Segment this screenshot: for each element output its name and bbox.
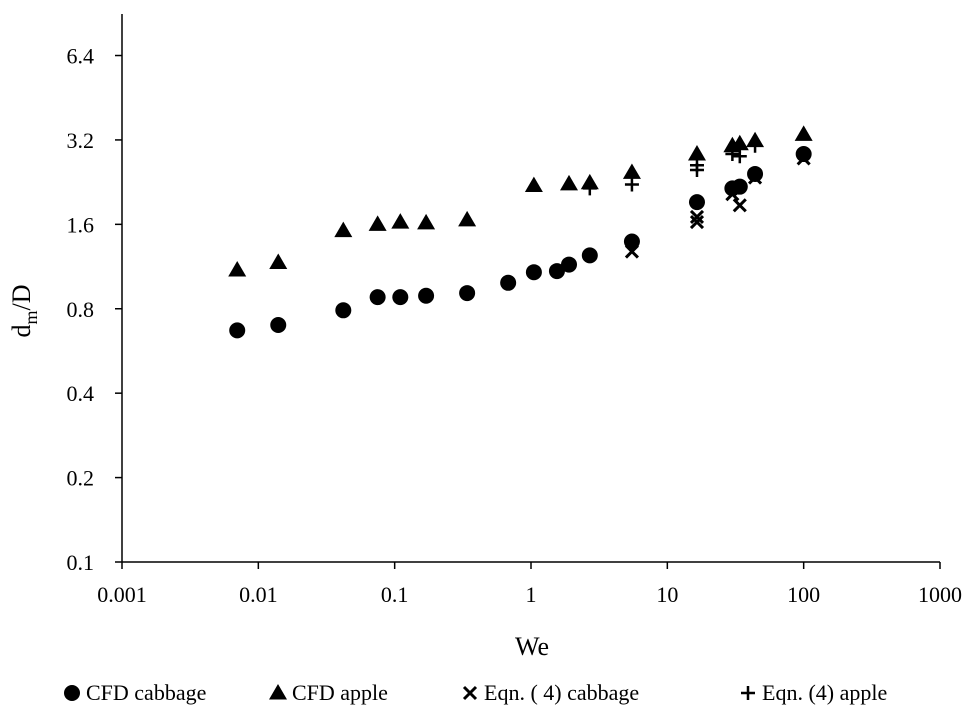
data-point bbox=[725, 187, 740, 202]
x-tick-label: 100 bbox=[787, 582, 820, 607]
data-point bbox=[794, 125, 813, 141]
legend-item: CFD cabbage bbox=[64, 680, 206, 705]
data-point bbox=[500, 274, 517, 291]
data-point bbox=[624, 244, 639, 259]
legend-item: Eqn. (4) apple bbox=[741, 680, 887, 705]
x-tick-label: 10 bbox=[656, 582, 678, 607]
y-tick-label: 1.6 bbox=[67, 212, 95, 237]
y-tick-label: 0.2 bbox=[67, 466, 95, 491]
data-point bbox=[229, 322, 246, 339]
data-point bbox=[561, 256, 578, 273]
series-0 bbox=[229, 146, 812, 339]
data-point bbox=[581, 247, 598, 264]
y-tick-label: 0.8 bbox=[67, 297, 95, 322]
data-point bbox=[369, 289, 386, 306]
data-point bbox=[228, 260, 247, 277]
data-point bbox=[334, 221, 353, 238]
data-point bbox=[730, 134, 749, 151]
y-axis-title: dm/D bbox=[7, 284, 41, 337]
series-1 bbox=[228, 125, 813, 277]
data-point bbox=[732, 149, 747, 164]
data-point bbox=[524, 176, 543, 193]
data-point bbox=[270, 317, 287, 334]
data-point bbox=[624, 177, 639, 192]
data-point bbox=[747, 170, 763, 185]
data-point bbox=[689, 215, 705, 230]
data-point bbox=[391, 213, 410, 229]
legend-label: CFD cabbage bbox=[86, 680, 206, 705]
legend-label: Eqn. ( 4) cabbage bbox=[484, 680, 639, 705]
data-point bbox=[795, 146, 812, 163]
legend-marker bbox=[462, 685, 478, 701]
data-point bbox=[269, 253, 288, 269]
y-axis-title-subscript: m bbox=[21, 310, 41, 324]
y-tick-label: 3.2 bbox=[67, 128, 95, 153]
x-tick-label: 0.01 bbox=[239, 582, 278, 607]
data-point bbox=[525, 264, 542, 281]
x-tick-label: 0.001 bbox=[97, 582, 147, 607]
data-point bbox=[747, 165, 764, 182]
series-3 bbox=[582, 138, 763, 196]
x-tick-label: 1000 bbox=[918, 582, 962, 607]
legend-marker bbox=[269, 684, 287, 700]
data-point bbox=[689, 209, 705, 225]
data-point bbox=[458, 210, 477, 227]
data-point bbox=[687, 145, 706, 161]
data-point bbox=[748, 138, 763, 153]
x-tick-label: 0.1 bbox=[381, 582, 409, 607]
y-tick-label: 0.1 bbox=[67, 550, 95, 575]
x-axis-title: We bbox=[515, 632, 549, 661]
x-tick-label: 1 bbox=[526, 582, 537, 607]
y-tick-label: 6.4 bbox=[67, 44, 95, 69]
y-axis-title-tail: /D bbox=[7, 284, 36, 310]
data-point bbox=[688, 194, 705, 211]
y-tick-label: 0.4 bbox=[67, 381, 95, 406]
x-axis-ticks: 0.001 0.01 0.1 1 10 100 1000 bbox=[97, 562, 962, 607]
data-point bbox=[459, 285, 476, 302]
legend-label: Eqn. (4) apple bbox=[762, 680, 887, 705]
series-2 bbox=[624, 151, 811, 259]
data-point bbox=[368, 215, 387, 231]
legend: CFD cabbage CFD apple Eqn. ( 4) cabbage Eqn… bbox=[64, 680, 887, 705]
data-point bbox=[417, 213, 436, 230]
legend-item: Eqn. ( 4) cabbage bbox=[462, 680, 639, 705]
data-points bbox=[228, 125, 813, 339]
data-point bbox=[335, 302, 352, 319]
data-point bbox=[725, 147, 740, 162]
data-point bbox=[689, 158, 704, 173]
legend-marker bbox=[741, 686, 755, 700]
data-point bbox=[548, 263, 565, 280]
legend-item: CFD apple bbox=[269, 680, 388, 705]
data-point bbox=[560, 174, 579, 191]
data-point bbox=[622, 163, 641, 179]
legend-marker bbox=[64, 685, 80, 701]
axes bbox=[121, 14, 940, 563]
data-point bbox=[582, 181, 597, 196]
data-point bbox=[796, 151, 811, 166]
legend-label: CFD apple bbox=[292, 680, 388, 705]
data-point bbox=[392, 289, 409, 306]
data-point bbox=[732, 198, 747, 213]
y-axis-title-main: d bbox=[7, 325, 36, 338]
data-point bbox=[418, 287, 435, 304]
y-axis-ticks: 0.1 0.2 0.4 0.8 1.6 3.2 6.4 bbox=[67, 44, 122, 575]
